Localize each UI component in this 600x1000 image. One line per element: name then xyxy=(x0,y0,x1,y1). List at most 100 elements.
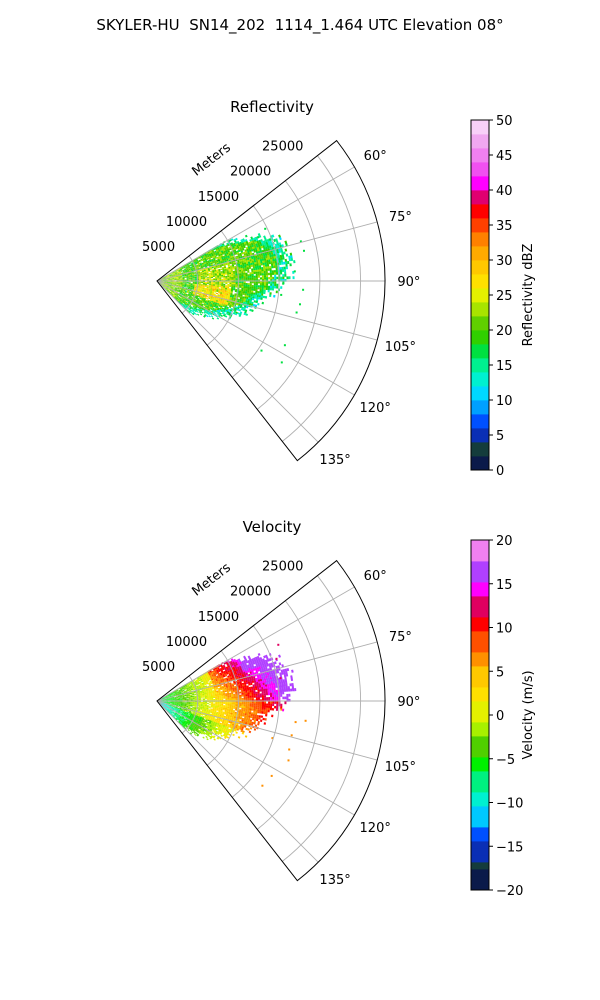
echo-cell xyxy=(186,263,189,265)
echo-cell xyxy=(185,266,188,268)
colorbar-label: Reflectivity dBZ xyxy=(521,244,536,347)
echo-cell xyxy=(208,288,211,290)
echo-cell xyxy=(268,663,271,667)
echo-cell xyxy=(245,703,248,705)
echo-cell xyxy=(171,286,174,288)
echo-cell xyxy=(174,282,177,283)
echo-cell xyxy=(223,697,226,699)
echo-cell xyxy=(184,286,187,288)
echo-cell xyxy=(177,296,180,298)
echo-cell xyxy=(241,284,244,287)
echo-cell xyxy=(239,254,243,257)
echo-cell xyxy=(265,668,269,672)
echo-cell xyxy=(227,283,230,286)
echo-cell xyxy=(215,267,218,269)
echo-cell xyxy=(184,684,187,686)
echo-cell xyxy=(260,701,262,704)
echo-cell xyxy=(164,699,167,700)
echo-cell xyxy=(255,283,258,286)
echo-cell xyxy=(195,683,198,685)
echo-cell xyxy=(192,293,195,295)
echo-cell xyxy=(261,287,264,290)
echo-cell xyxy=(174,276,177,278)
echo-cell xyxy=(257,259,261,262)
echo-cell xyxy=(197,683,200,685)
echo-cell xyxy=(234,690,238,693)
echo-cell xyxy=(259,293,262,296)
echo-cell xyxy=(233,278,236,280)
echo-cell xyxy=(249,308,252,312)
echo-cell xyxy=(214,670,217,673)
echo-cell xyxy=(219,276,222,278)
echo-cell xyxy=(180,696,183,698)
echo-cell xyxy=(181,687,184,690)
echo-cell xyxy=(276,272,279,275)
echo-cell xyxy=(225,693,228,695)
range-ring xyxy=(231,205,280,378)
echo-cell xyxy=(171,293,174,296)
echo-cell xyxy=(277,245,280,249)
echo-cell xyxy=(189,296,192,298)
echo-cell xyxy=(184,275,187,277)
echo-cell xyxy=(269,294,272,297)
echo-cell xyxy=(244,294,247,298)
echo-cell xyxy=(172,282,175,284)
echo-cell xyxy=(231,255,234,258)
echo-cell xyxy=(260,295,264,298)
echo-cell xyxy=(192,266,195,268)
colorbar-swatch xyxy=(471,155,489,163)
echo-cell xyxy=(218,675,221,678)
echo-cell xyxy=(216,285,220,288)
echo-cell xyxy=(217,667,220,670)
echo-cell xyxy=(168,698,171,700)
echo-cell xyxy=(190,266,193,268)
echo-cell xyxy=(255,287,258,290)
echo-cell xyxy=(178,275,181,277)
echo-cell xyxy=(165,288,168,290)
echo-cell xyxy=(206,271,209,273)
echo-cell xyxy=(280,257,283,261)
echo-cell xyxy=(237,298,240,301)
echo-cell xyxy=(252,266,256,269)
echo-cell xyxy=(212,302,216,305)
echo-cell xyxy=(246,302,250,305)
colorbar-swatch xyxy=(471,421,489,429)
echo-cell xyxy=(180,279,183,281)
echo-cell xyxy=(170,283,173,285)
echo-cell xyxy=(224,689,227,691)
echo-cell xyxy=(185,289,188,291)
echo-cell xyxy=(212,307,216,310)
echo-cell xyxy=(182,285,185,286)
echo-cell xyxy=(177,287,180,289)
echo-cell xyxy=(220,665,224,668)
echo-cell xyxy=(283,266,286,270)
echo-cell xyxy=(227,698,230,700)
echo-cell xyxy=(245,706,248,709)
echo-cell xyxy=(268,243,271,247)
echo-cell xyxy=(281,261,284,265)
echo-cell xyxy=(210,271,213,273)
echo-cell xyxy=(198,702,201,703)
echo-cell xyxy=(179,287,182,289)
echo-cell xyxy=(265,661,269,665)
echo-cell xyxy=(169,696,172,697)
echo-cell xyxy=(175,274,178,276)
echo-cell xyxy=(214,671,218,674)
echo-cell xyxy=(271,265,274,269)
echo-cell xyxy=(288,255,291,259)
echo-cell xyxy=(222,292,225,295)
echo-cell xyxy=(269,268,272,271)
echo-cell xyxy=(205,256,208,259)
echo-cell xyxy=(192,312,195,315)
echo-cell xyxy=(257,285,260,288)
echo-cell xyxy=(211,299,214,302)
echo-cell xyxy=(258,685,262,688)
echo-cell xyxy=(223,696,226,698)
echo-cell xyxy=(178,269,181,271)
echo-cell xyxy=(255,300,258,304)
echo-cell xyxy=(268,701,271,704)
echo-cell xyxy=(171,287,174,289)
echo-cell xyxy=(174,279,177,280)
echo-cell xyxy=(207,688,210,691)
echo-cell xyxy=(187,302,190,305)
